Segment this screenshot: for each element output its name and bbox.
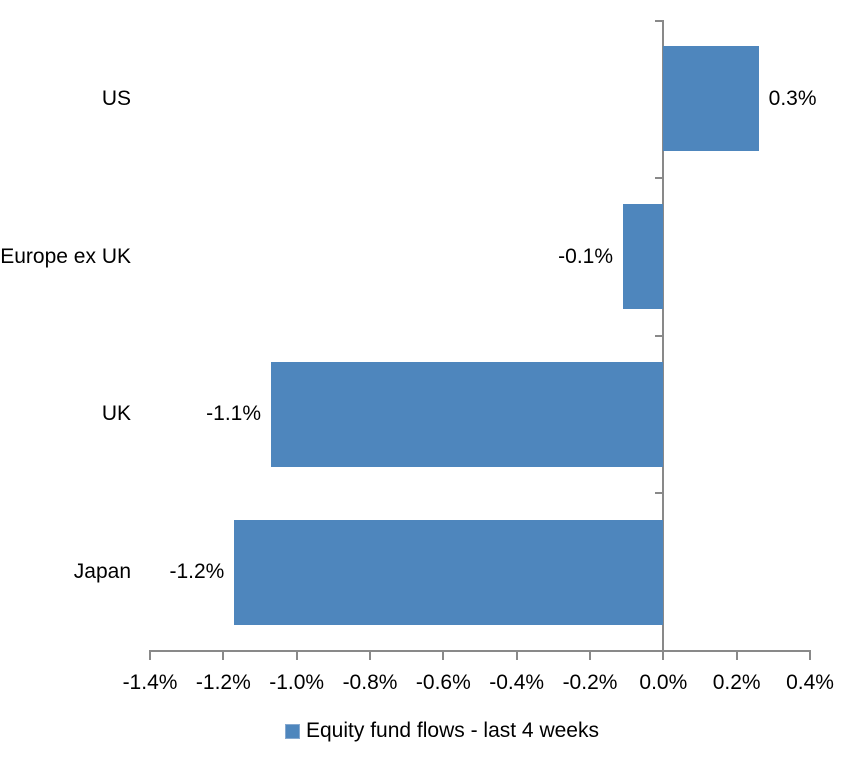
zero-axis-line [662,20,665,660]
x-axis-tick [589,651,591,660]
x-axis-line [149,650,811,652]
category-label: US [101,86,131,110]
x-axis-tick-label: -0.4% [489,671,545,694]
x-axis-tick-label: -1.2% [195,671,251,694]
bar-europe-ex-uk [623,204,664,310]
data-label: -1.2% [169,560,225,584]
x-axis-tick [295,651,298,660]
x-axis-tick-label: 0.4% [786,671,834,694]
x-axis-tick-label: 0.2% [712,671,761,694]
y-axis-tick [655,492,664,495]
x-axis-tick [809,651,811,660]
x-axis-tick-label: -0.6% [415,671,471,694]
x-axis-tick-label: -0.8% [342,671,398,694]
category-label: Europe ex UK [0,244,131,268]
x-axis-tick [735,651,738,660]
x-axis-tick [369,651,371,660]
x-axis-tick [222,651,225,660]
x-axis-tick-label: -1.0% [269,671,325,694]
y-axis-tick [655,20,664,22]
legend-label: Equity fund flows - last 4 weeks [306,719,599,742]
bar-uk [271,361,664,467]
y-axis-tick [655,176,664,179]
data-label: -0.1% [558,244,613,268]
x-axis-tick [442,651,445,660]
bar-japan [234,519,664,625]
category-label: UK [101,402,131,426]
category-label: Japan [73,560,131,584]
data-label: 0.3% [768,86,817,110]
bar-us [663,46,759,152]
x-axis-tick-label: -0.2% [562,671,618,694]
x-axis-tick-label: -1.4% [122,671,178,694]
legend-marker-icon [285,723,300,739]
legend: Equity fund flows - last 4 weeks [285,720,599,742]
x-axis-tick [149,651,151,660]
y-axis-tick [655,334,664,337]
x-axis-tick-label: 0.0% [639,671,688,694]
x-axis-tick [662,651,665,660]
data-label: -1.1% [206,402,261,426]
x-axis-tick [515,651,518,660]
